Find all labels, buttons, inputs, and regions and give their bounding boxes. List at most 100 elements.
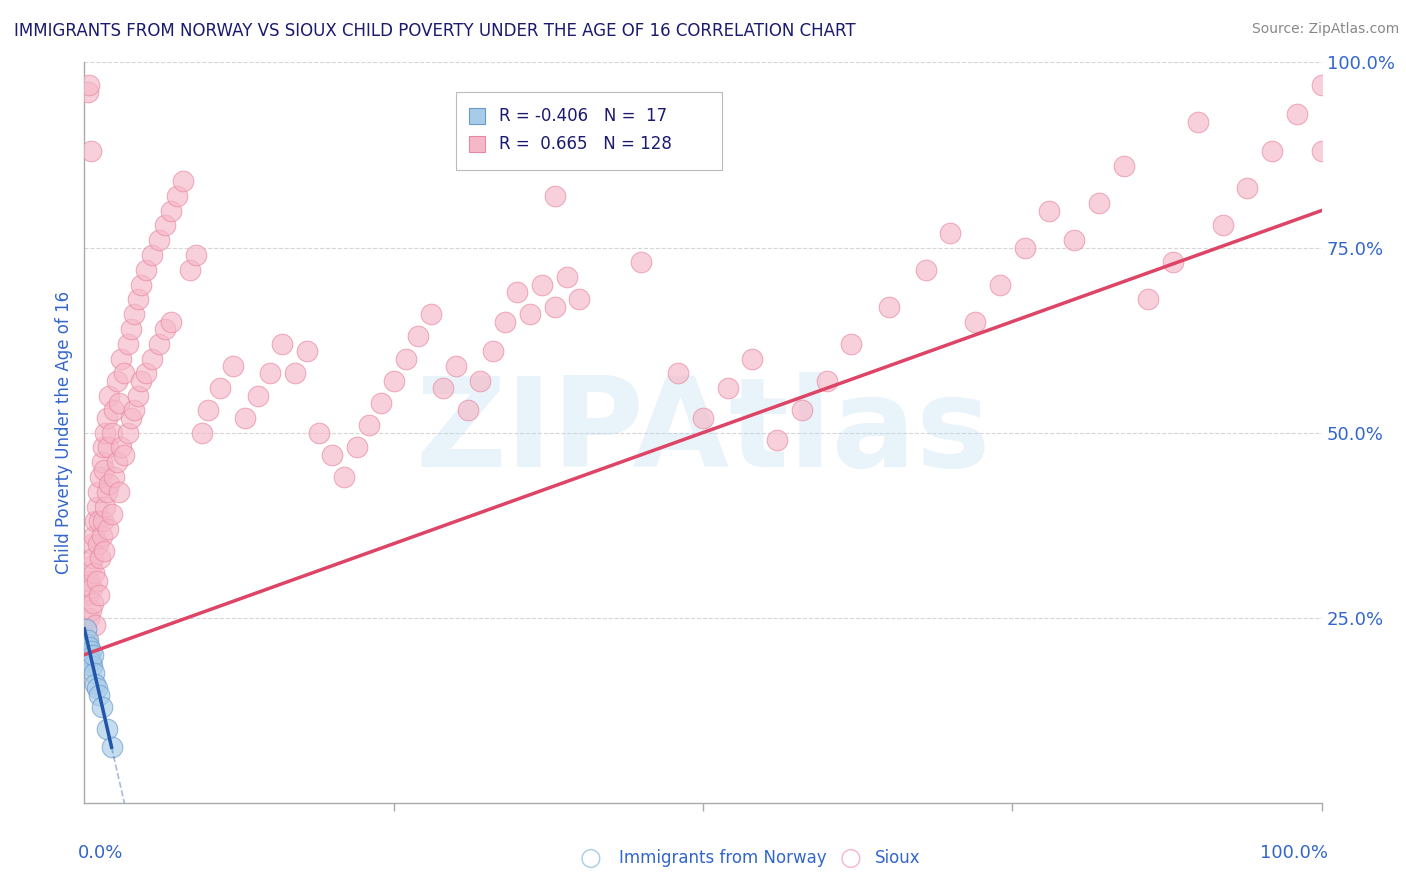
Point [1014, 240, 1036, 255]
Point [79, 610, 101, 624]
Point [419, 307, 441, 321]
Point [97, 441, 120, 455]
Point [96, 722, 118, 736]
Point [97, 522, 120, 536]
Point [153, 322, 176, 336]
Point [914, 262, 936, 277]
Point [1261, 145, 1284, 159]
Point [87, 484, 110, 499]
Point [191, 425, 214, 440]
Point [110, 351, 132, 366]
Point [120, 322, 142, 336]
Point [103, 470, 125, 484]
Point [148, 336, 170, 351]
Point [82, 648, 104, 662]
Point [531, 277, 554, 292]
Point [766, 433, 789, 447]
Point [543, 188, 565, 202]
Point [494, 114, 516, 128]
Point [79, 78, 101, 92]
Text: ZIPAtlas: ZIPAtlas [415, 372, 991, 493]
Point [1112, 159, 1135, 173]
Point [1088, 196, 1111, 211]
Point [519, 307, 541, 321]
Point [160, 203, 183, 218]
Text: 100.0%: 100.0% [1260, 844, 1327, 862]
Point [90, 699, 112, 714]
Text: Sioux: Sioux [875, 849, 920, 867]
Point [90, 455, 112, 469]
Point [395, 351, 418, 366]
Point [370, 396, 392, 410]
Point [76, 632, 98, 647]
Point [222, 359, 245, 373]
Point [89, 551, 111, 566]
Point [166, 188, 188, 202]
Point [86, 500, 108, 514]
Point [1161, 255, 1184, 269]
Point [457, 403, 479, 417]
Text: Source: ZipAtlas.com: Source: ZipAtlas.com [1251, 22, 1399, 37]
Point [112, 448, 135, 462]
Point [630, 255, 652, 269]
Point [77, 589, 100, 603]
Point [333, 470, 356, 484]
Point [79, 558, 101, 573]
Point [1285, 107, 1308, 121]
Point [84, 618, 107, 632]
Point [110, 441, 132, 455]
Point [741, 351, 763, 366]
Point [89, 515, 111, 529]
Point [506, 285, 529, 299]
Point [105, 455, 128, 469]
Text: R =  0.665   N = 128: R = 0.665 N = 128 [499, 135, 672, 153]
Point [79, 655, 101, 669]
Point [148, 233, 170, 247]
Point [184, 248, 207, 262]
Point [77, 651, 100, 665]
Point [1212, 219, 1234, 233]
Point [112, 367, 135, 381]
Point [100, 507, 122, 521]
Point [141, 351, 163, 366]
Point [135, 367, 157, 381]
Point [94, 425, 117, 440]
Point [197, 403, 219, 417]
Point [80, 658, 103, 673]
Point [259, 367, 281, 381]
Point [98, 477, 121, 491]
Point [481, 344, 503, 359]
Point [98, 388, 121, 402]
Point [80, 581, 103, 595]
Text: IMMIGRANTS FROM NORWAY VS SIOUX CHILD POVERTY UNDER THE AGE OF 16 CORRELATION CH: IMMIGRANTS FROM NORWAY VS SIOUX CHILD PO… [14, 22, 856, 40]
Point [76, 637, 98, 651]
Point [692, 410, 714, 425]
Point [271, 336, 294, 351]
Point [108, 484, 131, 499]
Text: R = -0.406   N =  17: R = -0.406 N = 17 [499, 108, 666, 126]
Point [295, 344, 318, 359]
Point [1310, 78, 1333, 92]
Point [555, 270, 578, 285]
Point [127, 388, 149, 402]
Point [77, 632, 100, 647]
Point [877, 300, 900, 314]
Point [83, 566, 105, 581]
Point [89, 689, 111, 703]
Point [79, 640, 101, 655]
Point [129, 277, 152, 292]
Point [83, 529, 105, 543]
Text: ○: ○ [579, 847, 602, 870]
Point [1310, 145, 1333, 159]
Point [89, 470, 111, 484]
Point [135, 262, 157, 277]
Point [103, 403, 125, 417]
Point [82, 596, 104, 610]
Point [172, 174, 194, 188]
Point [965, 314, 987, 328]
Point [568, 293, 591, 307]
Point [494, 314, 516, 328]
Point [86, 681, 108, 695]
Point [988, 277, 1011, 292]
Point [91, 441, 114, 455]
